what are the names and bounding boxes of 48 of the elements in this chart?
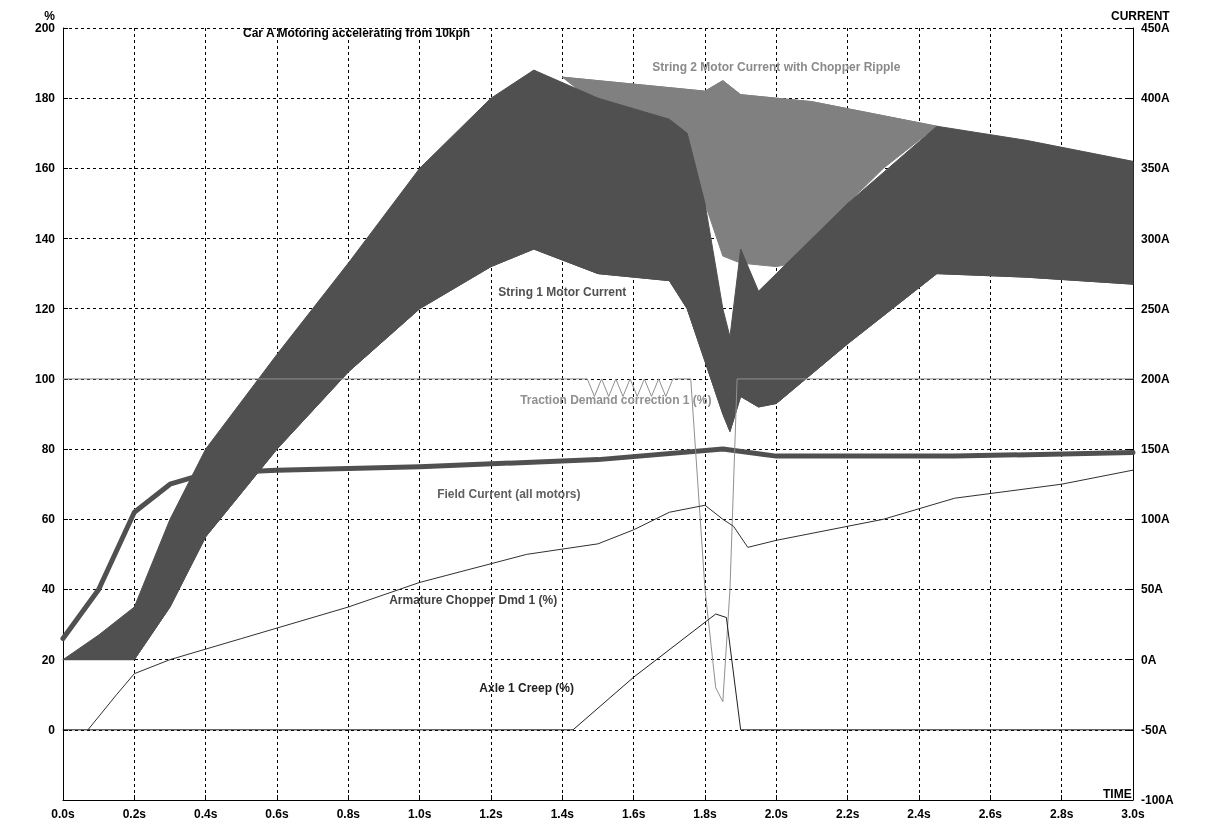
x-tick-label: 2.4s [907,807,931,821]
series-label: Traction Demand correction 1 (%) [520,392,712,407]
x-tick-label: 0.4s [193,807,218,821]
y2-tick-label: 50A [1141,582,1164,597]
y-tick-label: 0 [48,722,56,737]
x-tick-label: 1.8s [693,807,717,821]
y2-tick-label: 250A [1141,301,1171,316]
series-label: String 2 Motor Current with Chopper Ripple [652,60,901,75]
series-label: Field Current (all motors) [437,487,581,502]
x-tick-label: 3.0s [1121,807,1145,821]
y2-tick-label: 400A [1141,91,1171,106]
x-tick-label: 2.6s [978,807,1003,821]
y-tick-label: 20 [41,652,56,667]
y2-tick-label: 450A [1141,21,1171,35]
y2-tick-label: 100A [1141,512,1171,527]
y2-tick-label: 350A [1141,161,1171,176]
y2-axis-title: CURRENT [1111,9,1171,24]
y2-tick-label: 200A [1141,371,1171,386]
y2-tick-label: -100A [1141,793,1175,807]
y-tick-label: 80 [41,442,56,457]
x-tick-label: 1.6s [621,807,646,821]
y-tick-label: 40 [41,582,56,597]
y2-tick-label: -50A [1141,722,1168,737]
y-tick-label: 100 [34,371,56,386]
series-label: String 1 Motor Current [498,284,627,299]
x-axis-title: TIME [1103,787,1132,801]
text: Axle 1 Creep (%) [479,680,575,695]
y-tick-label: 180 [34,91,56,106]
x-tick-label: 1.4s [550,807,575,821]
y-axis-title: % [44,9,56,24]
x-tick-label: 0.2s [122,807,147,821]
x-tick-label: 0.0s [51,807,75,821]
x-tick-label: 1.0s [407,807,432,821]
x-tick-label: 1.2s [479,807,503,821]
y2-tick-label: 150A [1141,442,1171,457]
x-tick-label: 2.2s [835,807,860,821]
x-tick-label: 0.8s [336,807,361,821]
y-tick-label: 120 [34,301,56,316]
y-tick-label: 200 [34,21,56,35]
x-tick-label: 2.0s [764,807,789,821]
series-label: Armature Chopper Dmd 1 (%) [389,592,558,607]
y2-tick-label: 0A [1141,652,1157,667]
y-tick-label: 160 [34,161,56,176]
y2-tick-label: 300A [1141,231,1171,246]
y-tick-label: 140 [34,231,56,246]
x-tick-label: 2.8s [1049,807,1074,821]
x-tick-label: 0.6s [265,807,289,821]
y-tick-label: 60 [41,512,56,527]
